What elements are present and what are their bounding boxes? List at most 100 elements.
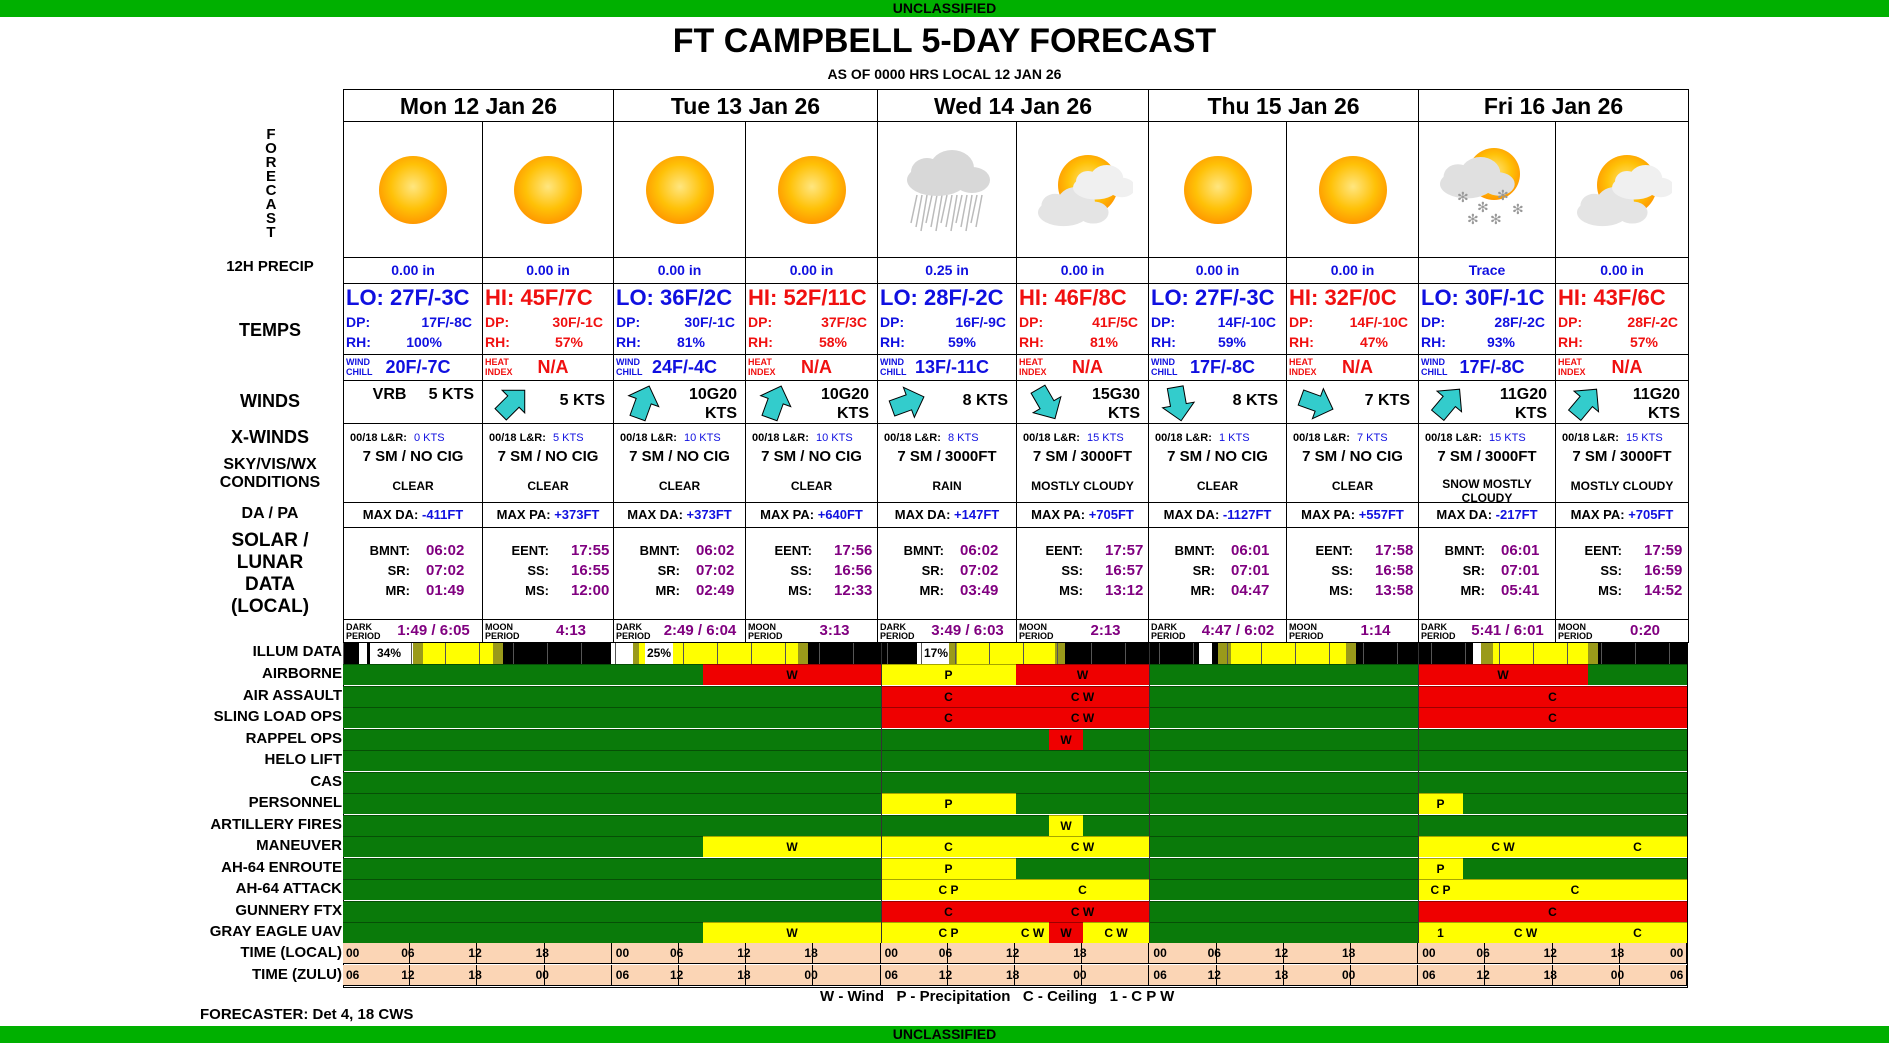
time-cell xyxy=(410,943,478,964)
impact-segment: C P xyxy=(881,879,1016,900)
illum-tick xyxy=(989,643,990,664)
wind-chill-label: WIND xyxy=(880,357,904,367)
xwind-label: 00/18 L&R: xyxy=(1155,432,1212,444)
period-label-2: PERIOD xyxy=(880,631,915,641)
wind-value: 11G20 KTS xyxy=(1632,386,1685,422)
time-local-value: 12 xyxy=(1274,946,1289,960)
wx-value: RAIN xyxy=(932,479,962,493)
impact-segment: C W xyxy=(1016,922,1049,943)
period-label-2: PERIOD xyxy=(1019,631,1054,641)
dp-value: 30F/-1C xyxy=(684,314,735,330)
bmnt-label: BMNT: xyxy=(1174,543,1215,558)
xwind-label: 00/18 L&R: xyxy=(489,432,546,444)
wind-value: 8 KTS xyxy=(962,392,1008,409)
bmnt-label: BMNT: xyxy=(639,543,680,558)
wind-chill-label: WIND xyxy=(616,357,640,367)
time-zulu-value: 00 xyxy=(535,968,549,982)
temp-value: LO: 36F/2C xyxy=(616,285,733,310)
temps-cell: LO: 36F/2C DP: 30F/-1C RH: 81% xyxy=(613,283,746,355)
dapa-cell: MAX PA: +557FT xyxy=(1286,502,1419,528)
time-zulu-value: 00 xyxy=(1073,968,1087,982)
wind-arrow-icon xyxy=(1562,383,1608,428)
time-zulu-value: 18 xyxy=(468,968,482,982)
time-cell xyxy=(1552,965,1620,986)
forecaster-credit: FORECASTER: Det 4, 18 CWS xyxy=(200,1006,414,1023)
dp-value: 14F/-10C xyxy=(1349,314,1408,330)
time-local-value: 12 xyxy=(1006,946,1020,960)
illum-tick xyxy=(343,643,344,664)
impact-segment: C W xyxy=(1016,900,1149,922)
solar-label-1: SOLAR / xyxy=(231,530,309,551)
heat-index-label-2: INDEX xyxy=(748,367,776,377)
classification-banner-bottom: UNCLASSIFIED xyxy=(0,1026,1889,1043)
period-label: DARK xyxy=(880,622,906,632)
xwind-value: 7 KTS xyxy=(1357,432,1388,444)
time-local-value: 12 xyxy=(737,946,751,960)
impact-segment xyxy=(1149,685,1418,707)
xwind-value: 0 KTS xyxy=(414,432,445,444)
temps-cell: LO: 27F/-3C DP: 14F/-10C RH: 59% xyxy=(1148,283,1287,355)
time-zulu-value: 00 xyxy=(804,968,818,982)
time-local-value: 12 xyxy=(468,946,482,960)
sky-value: 7 SM / NO CIG xyxy=(497,448,599,465)
period-label-2: PERIOD xyxy=(616,631,651,641)
solar-cell: EENT: 17:58 SS: 16:58 MS: 13:58 xyxy=(1286,527,1419,620)
winds-cell: 11G20 KTS xyxy=(1418,380,1556,424)
impact-segment xyxy=(1083,728,1687,750)
precip-value: Trace xyxy=(1418,257,1556,284)
wind-value: 10G20 KTS xyxy=(820,386,874,422)
impact-segment: W xyxy=(703,922,881,943)
ss-value: 16:57 xyxy=(1105,562,1144,579)
dapa-type-label: MAX DA: xyxy=(1163,507,1220,522)
illum-tick xyxy=(1159,643,1160,664)
solar-cell: BMNT: 06:02 SR: 07:02 MR: 03:49 xyxy=(877,527,1017,620)
index-cell: HEAT INDEX N/A xyxy=(1016,354,1149,381)
wind-arrow-icon xyxy=(1293,383,1339,428)
period-label-2: PERIOD xyxy=(485,631,520,641)
wx-value: CLEAR xyxy=(790,479,833,493)
day-header-2: Wed 14 Jan 26 xyxy=(877,89,1149,122)
precip-value: 0.00 in xyxy=(1555,257,1689,284)
xwind-label: 00/18 L&R: xyxy=(350,432,407,444)
period-label: MOON xyxy=(1019,622,1047,632)
illum-segment xyxy=(367,643,370,664)
impact-segment: P xyxy=(881,793,1016,814)
eent-label: EENT: xyxy=(511,543,549,558)
dapa-type-label: MAX PA: xyxy=(760,507,815,522)
day-header-4: Fri 16 Jan 26 xyxy=(1418,89,1689,122)
illum-tick xyxy=(717,643,718,664)
wind-chill-label-2: CHILL xyxy=(880,367,907,377)
illum-segment xyxy=(633,643,639,664)
time-cell xyxy=(343,943,411,964)
wind-value: 5 KTS xyxy=(559,392,605,409)
dp-value: 16F/-9C xyxy=(955,314,1006,330)
impact-segment: P xyxy=(1418,857,1463,879)
sky-cell: 00/18 L&R: 8 KTS 7 SM / 3000FT RAIN xyxy=(877,423,1017,503)
xwind-label: 00/18 L&R: xyxy=(1562,432,1619,444)
temps-label: TEMPS xyxy=(238,320,301,340)
winds-cell: 10G20 KTS xyxy=(745,380,878,424)
impact-segment xyxy=(1149,900,1418,922)
index-value: N/A xyxy=(537,357,569,377)
impact-segment: C W xyxy=(1083,922,1149,943)
dp-value: 14F/-10C xyxy=(1217,314,1276,330)
illum-tick xyxy=(1601,643,1602,664)
impact-segment: C xyxy=(1588,836,1687,857)
mr-label: MR: xyxy=(385,583,410,598)
time-zulu-value: 06 xyxy=(884,968,898,982)
index-cell: WIND CHILL 17F/-8C xyxy=(1418,354,1556,381)
impact-label: GRAY EAGLE UAV xyxy=(209,923,342,940)
illum-segment xyxy=(493,643,503,664)
impact-segment xyxy=(1149,836,1418,857)
impact-label: ARTILLERY FIRES xyxy=(210,815,342,833)
partly-cloudy-icon xyxy=(1016,121,1149,258)
day-header-1: Tue 13 Jan 26 xyxy=(613,89,878,122)
winds-label: WINDS xyxy=(240,391,300,411)
illum-segment xyxy=(1218,643,1231,664)
wind-value: 8 KTS xyxy=(1232,392,1278,409)
time-local-value: 18 xyxy=(1342,946,1356,960)
illum-segment xyxy=(1231,643,1346,664)
impact-segment: 1 xyxy=(1418,922,1463,943)
xwind-label: 00/18 L&R: xyxy=(752,432,809,444)
temps-cell: HI: 32F/0C DP: 14F/-10C RH: 47% xyxy=(1286,283,1419,355)
